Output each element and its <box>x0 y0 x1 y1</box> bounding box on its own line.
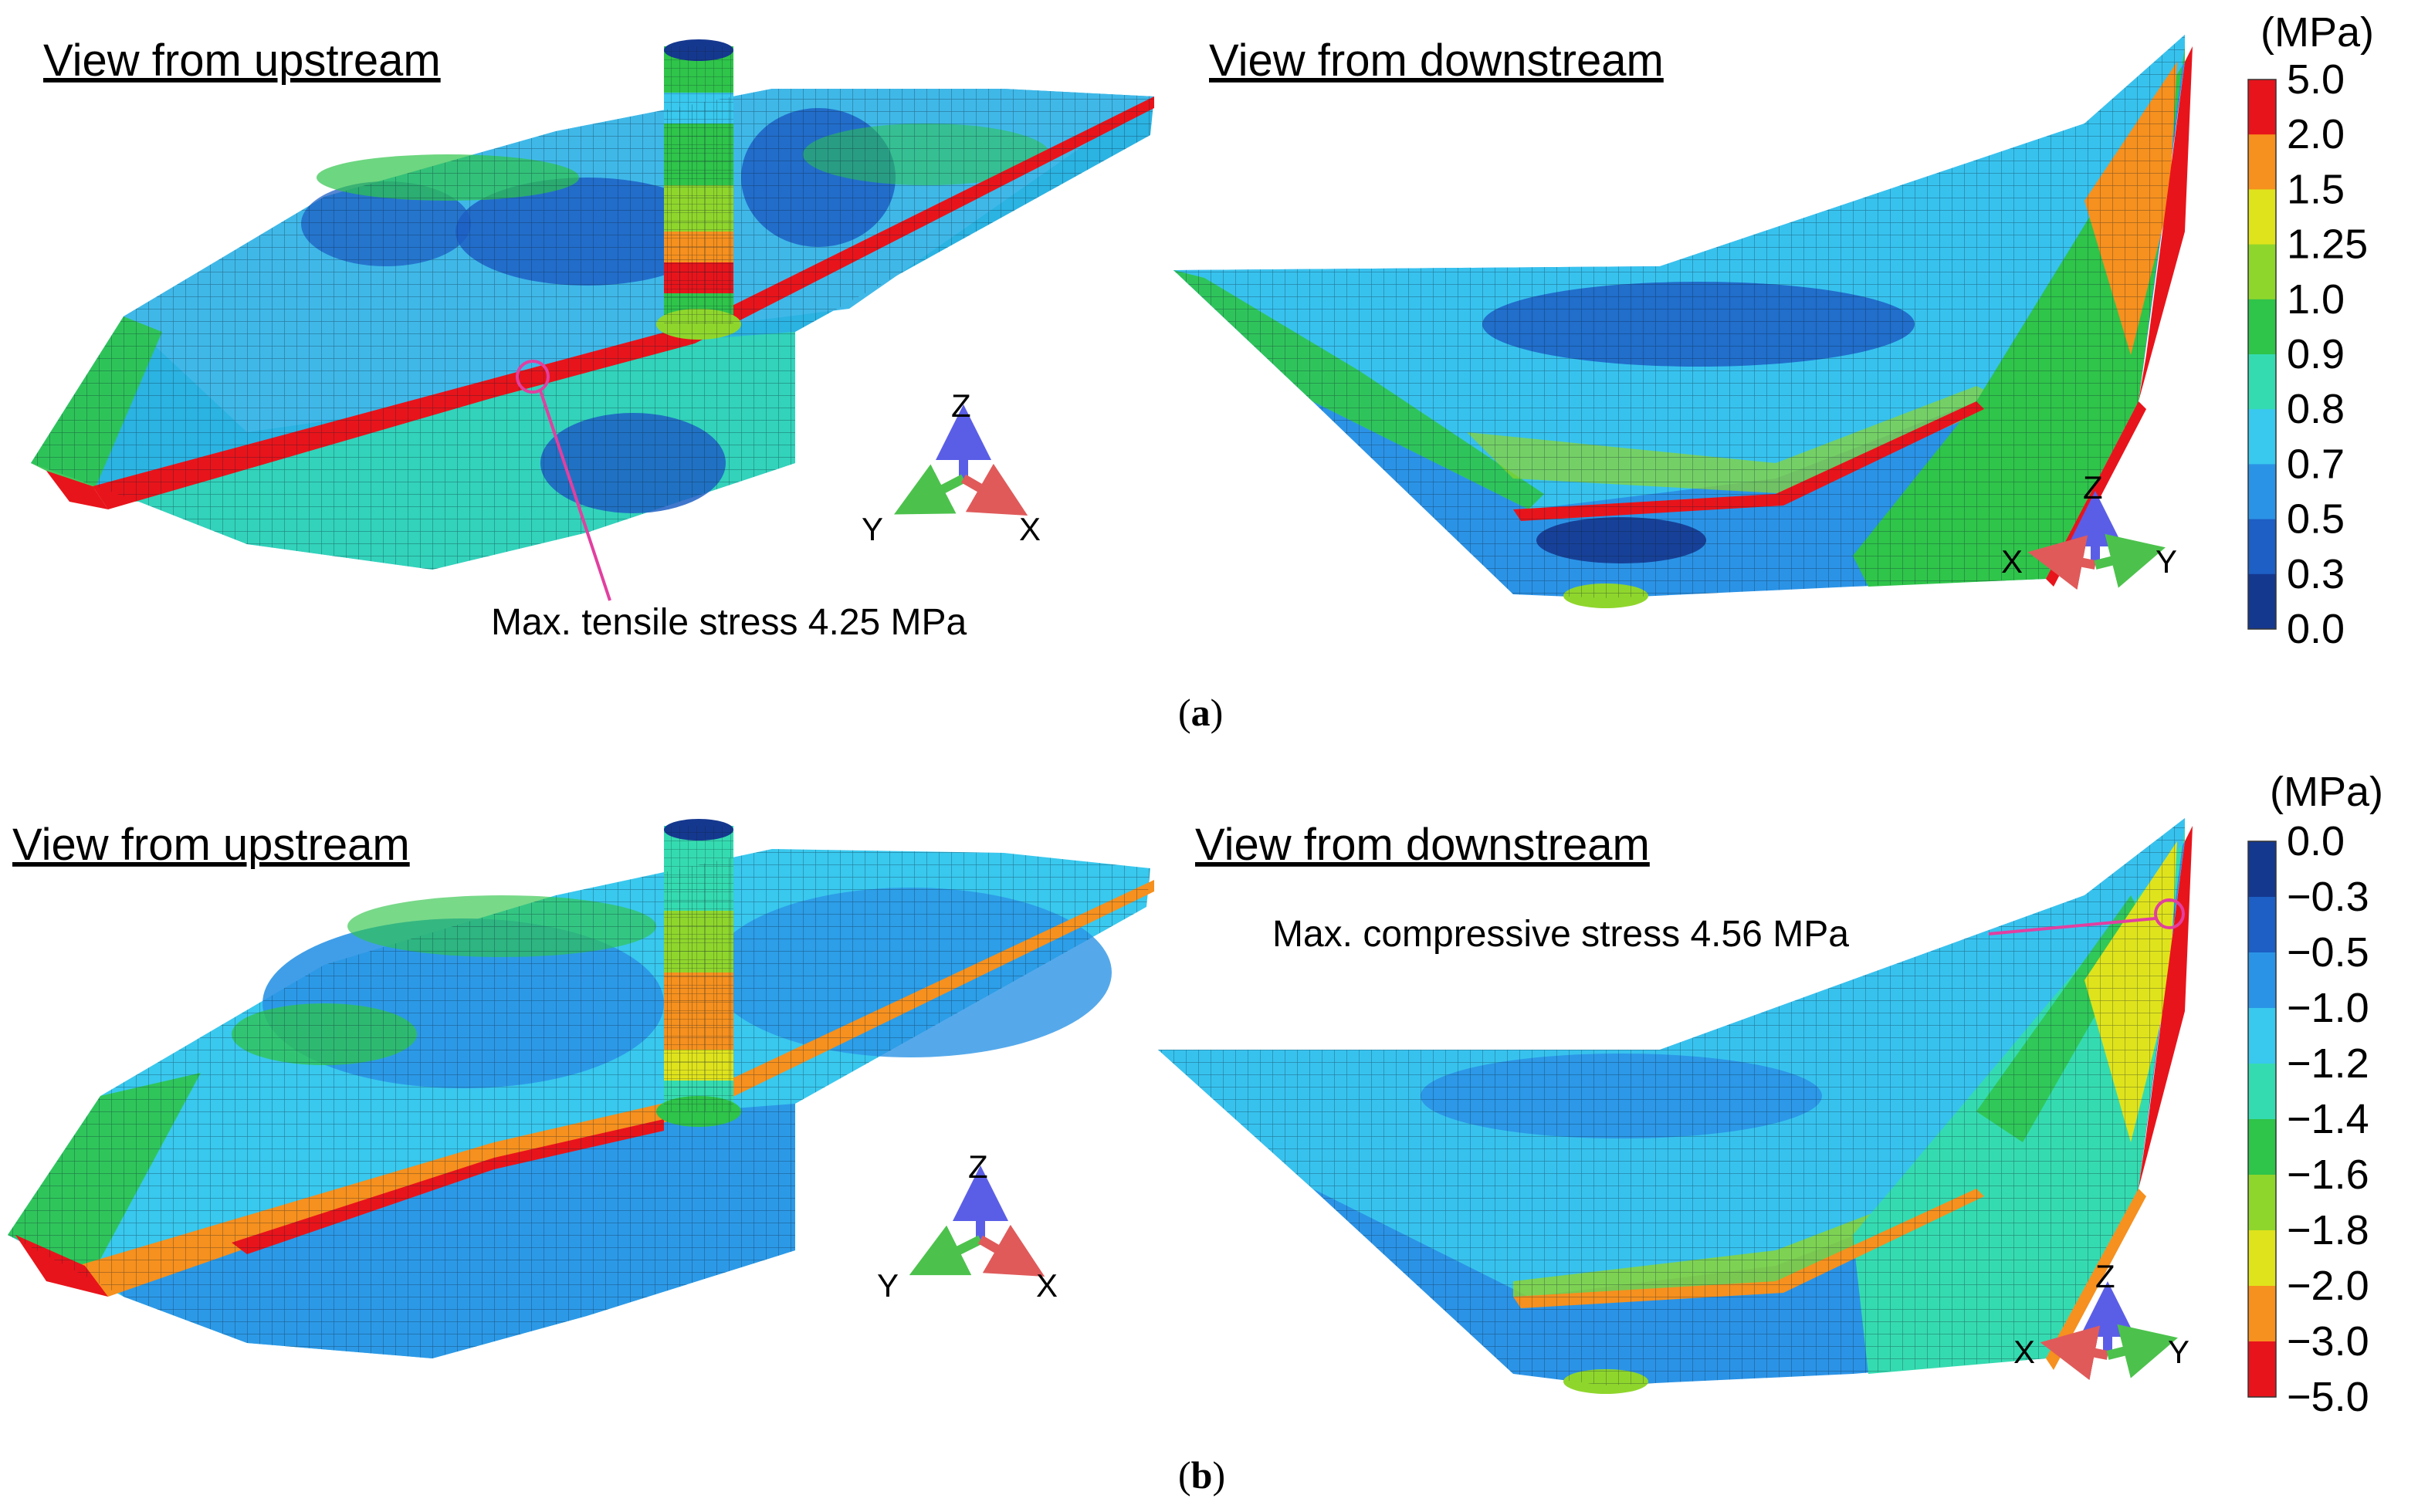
axis-y-label: Y <box>862 511 883 547</box>
caption-letter-b: b <box>1191 1453 1213 1497</box>
legend-swatch <box>2248 189 2276 245</box>
legend-tick-label: −1.6 <box>2287 1152 2369 1198</box>
legend-tick-label: −2.0 <box>2287 1263 2369 1309</box>
color-legend-a: (MPa) 5.0 2.0 1.5 1.25 1.0 0.9 0.8 0.7 0.5 0.3 0.0 <box>2247 9 2374 652</box>
legend-swatch <box>2248 1175 2276 1231</box>
legend-swatch <box>2248 1119 2276 1175</box>
axis-z-label: Z <box>2083 469 2103 506</box>
annotation-leader-b <box>1988 917 2156 935</box>
axis-x-label: X <box>2013 1334 2035 1370</box>
legend-swatch <box>2248 573 2276 630</box>
axis-x-label: X <box>1036 1267 1058 1304</box>
dam-model-upstream-b <box>8 819 1154 1358</box>
axis-y-label: Y <box>2168 1334 2189 1370</box>
legend-swatch <box>2248 354 2276 410</box>
legend-swatch <box>2248 464 2276 520</box>
legend-tick-label: 5.0 <box>2287 56 2345 103</box>
legend-swatch <box>2248 897 2276 953</box>
axis-triad-right-a: Z X Y <box>2001 469 2177 590</box>
legend-tick-label: 1.5 <box>2287 166 2345 212</box>
axis-triad-right-b: Z X Y <box>2013 1258 2189 1381</box>
upstream-view-title-b: View from upstream <box>12 820 410 870</box>
axis-y-label: Y <box>2156 543 2177 580</box>
legend-swatch <box>2248 519 2276 575</box>
caption-close-b: ) <box>1212 1453 1225 1497</box>
dam-model-downstream-b <box>1158 818 2193 1394</box>
caption-open-b: ( <box>1178 1453 1191 1497</box>
legend-tick-label: −1.8 <box>2287 1207 2369 1253</box>
axis-triad-left-b: Z Y X <box>877 1148 1058 1304</box>
caption-letter-a: a <box>1191 691 1211 734</box>
legend-tick-label: −3.0 <box>2287 1318 2369 1365</box>
legend-tick-label: 1.0 <box>2287 276 2345 323</box>
legend-swatch <box>2248 79 2276 135</box>
axis-x-label: X <box>2001 543 2023 580</box>
dam-model-downstream-a <box>1173 35 2193 608</box>
panel-b: View from upstream View from downstream <box>8 769 2383 1497</box>
legend-tick-label: 0.0 <box>2287 606 2345 652</box>
panel-a: View from upstream View from downstream <box>31 9 2374 734</box>
legend-swatches-a <box>2247 79 2277 630</box>
max-stress-marker-a <box>516 360 550 394</box>
legend-tick-label: 2.0 <box>2287 111 2345 157</box>
caption-b: (b) <box>1178 1453 1225 1497</box>
legend-tick-label: 0.9 <box>2287 331 2345 377</box>
legend-swatch <box>2248 841 2276 898</box>
legend-tick-label: −0.5 <box>2287 929 2369 976</box>
legend-swatch <box>2248 1286 2276 1342</box>
legend-swatches-b <box>2247 841 2277 1398</box>
caption-close-a: ) <box>1211 691 1224 734</box>
legend-swatch <box>2248 409 2276 465</box>
annotation-text-a: Max. tensile stress 4.25 MPa <box>491 602 967 643</box>
legend-tick-label: 0.0 <box>2287 818 2345 864</box>
axis-z-label: Z <box>951 387 971 424</box>
legend-tick-label: 0.7 <box>2287 441 2345 487</box>
legend-bar-border <box>2247 79 2277 630</box>
downstream-view-title-b: View from downstream <box>1195 820 1650 870</box>
max-stress-marker-b <box>2154 898 2185 929</box>
legend-bar-border <box>2247 841 2277 1398</box>
axis-z-label: Z <box>2095 1258 2115 1294</box>
legend-swatch <box>2248 1341 2276 1398</box>
legend-swatch <box>2248 134 2276 190</box>
legend-tick-label: 1.25 <box>2287 222 2368 268</box>
legend-unit-a: (MPa) <box>2261 9 2374 56</box>
legend-swatch <box>2248 1230 2276 1287</box>
downstream-view-title-a: View from downstream <box>1209 36 1664 86</box>
legend-swatch <box>2248 1008 2276 1064</box>
annotation-text-b: Max. compressive stress 4.56 MPa <box>1272 914 1849 955</box>
annotation-leader-a <box>539 390 611 601</box>
axis-z-label: Z <box>968 1148 988 1185</box>
axis-y-label: Y <box>877 1267 899 1304</box>
legend-unit-b: (MPa) <box>2270 769 2383 815</box>
upstream-view-title-a: View from upstream <box>43 36 441 86</box>
caption-a: (a) <box>1178 691 1223 734</box>
legend-tick-label: 0.8 <box>2287 386 2345 432</box>
legend-tick-label: 0.5 <box>2287 496 2345 543</box>
color-legend-b: (MPa) 0.0 −0.3 −0.5 −1.0 −1.2 −1.4 −1.6 −1.8 −2.… <box>2247 769 2383 1420</box>
legend-swatch <box>2248 952 2276 1009</box>
caption-open-a: ( <box>1178 691 1191 734</box>
legend-tick-label: 0.3 <box>2287 551 2345 597</box>
legend-tick-label: −1.4 <box>2287 1096 2369 1142</box>
axis-triad-left-a: Z Y X <box>862 387 1041 547</box>
legend-tick-label: −1.2 <box>2287 1040 2369 1087</box>
legend-ticks-b: 0.0 −0.3 −0.5 −1.0 −1.2 −1.4 −1.6 −1.8 −2.0 −3.0 −… <box>2287 818 2369 1420</box>
legend-swatch <box>2248 1064 2276 1120</box>
legend-tick-label: −1.0 <box>2287 985 2369 1031</box>
dam-model-upstream-a <box>31 39 1154 570</box>
legend-ticks-a: 5.0 2.0 1.5 1.25 1.0 0.9 0.8 0.7 0.5 0.3 0.0 <box>2287 56 2368 652</box>
legend-tick-label: −0.3 <box>2287 874 2369 920</box>
legend-swatch <box>2248 244 2276 300</box>
axis-x-label: X <box>1019 511 1041 547</box>
legend-swatch <box>2248 299 2276 355</box>
legend-tick-label: −5.0 <box>2287 1374 2369 1420</box>
